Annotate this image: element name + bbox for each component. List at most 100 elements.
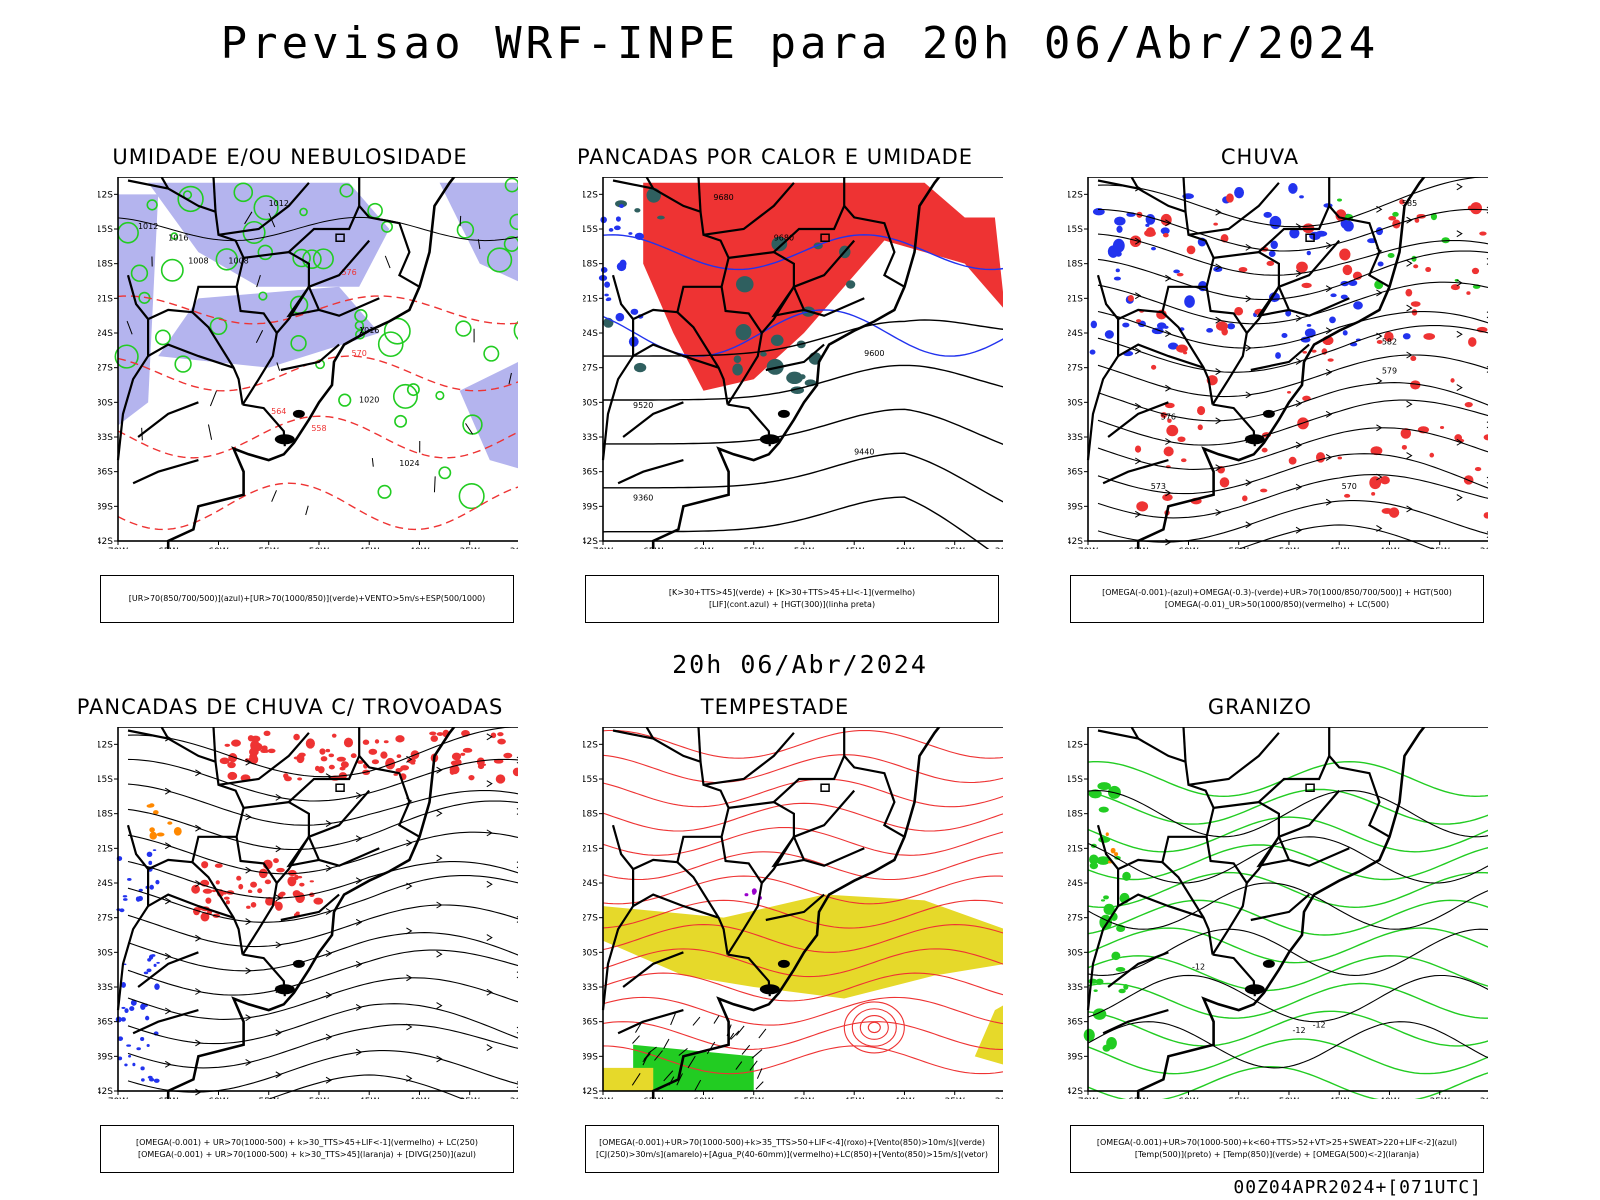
map-pancadas-calor: 9680 9680 9600 9520 9440 9360 12S 15S 18S 21S 24S 2… [583,177,1003,549]
streamline-250 [267,1074,464,1099]
humidity-low-contour [242,220,266,245]
streamline-850 [602,1021,1003,1050]
contour-label: 1016 [168,234,188,243]
rain-red-area [1342,264,1353,276]
stream-arrow [516,916,518,923]
panel-title: TEMPESTADE [700,695,850,719]
country-border [697,177,702,212]
unstable-area-teal [760,351,767,357]
rain-red-area [1410,380,1421,390]
contour-label: 582 [1382,338,1397,347]
country-border [127,179,278,334]
lat-label: 24S [1068,329,1083,339]
rain-blue-area [1275,352,1281,359]
rain-red-area [1226,193,1234,203]
streamline-250 [127,1050,518,1093]
thunder-red-area [287,876,297,887]
country-border [645,177,655,190]
unstable-area-teal [732,363,743,376]
lon-label: 50W [794,547,814,549]
thunder-red-area [264,879,272,885]
hgt500-contour [1097,324,1488,373]
rain-red-area [1337,456,1343,460]
lat-label: 42S [1068,1087,1083,1097]
country-border [843,755,906,838]
stream-arrow [195,880,202,887]
lat-label: 30S [1068,948,1083,958]
coastline [1136,177,1426,549]
humidity-low-contour [458,483,485,510]
stream-arrow [355,918,363,926]
temp850-contour [1089,854,1099,865]
wind-vector [687,1055,696,1069]
lat-label: 39S [1068,1052,1083,1062]
wind-vector [384,255,391,269]
lat-label: 30S [583,398,598,408]
lat-label: 12S [583,740,598,750]
federal-district [1305,233,1315,242]
country-border [137,401,199,438]
rain-blue-area [1227,323,1236,330]
rain-red-area [1238,266,1248,273]
stream-arrow [1165,538,1172,546]
map-frame: 12S 15S 18S 21S 24S 27S 30S 33S 36S 39S 42S70W 65W 6… [583,177,1003,549]
stream-arrow [406,974,413,982]
thunder-red-area [380,751,388,759]
temp850-contour [1122,871,1131,881]
humidity-upper-area [459,362,518,469]
wind-vector [663,1038,670,1049]
rain-red-area [1450,378,1455,383]
divergence-blue-area [140,1036,145,1041]
country-border [1256,286,1290,318]
stream-arrow [406,882,413,890]
lon-label: 50W [309,547,329,549]
legend-line: [OMEGA(-0.001)+UR>70(1000-500)+k<60+TTS>… [1096,1138,1458,1147]
thunder-red-area [325,748,331,753]
thunder-red-area [236,875,242,881]
stream-arrow [1456,183,1463,191]
streamline-850 [602,826,1003,856]
lifted-index-area [600,267,608,273]
lon-label: 40W [894,547,914,549]
lon-label: 65W [1128,1097,1148,1099]
rain-red-area [1180,458,1187,463]
thunder-red-area [228,752,238,763]
rain-red-area [1315,452,1326,463]
rain-blue-area [1300,336,1311,343]
thunder-red-area [331,733,337,738]
rain-red-area [1286,390,1292,394]
lon-label: 60W [208,547,228,549]
stream-arrow [486,1044,493,1052]
lon-label: 45W [844,547,864,549]
rain-green-area [1387,253,1395,258]
wind-vector [631,1073,641,1086]
thunder-red-area [317,766,325,774]
map-frame: 12S 15S 18S 21S 24S 27S 30S 33S 36S 39S 42S70W 65W 6… [98,177,518,549]
country-border [1107,951,1169,988]
country-border [703,182,795,236]
wind-vector [713,1015,720,1024]
lat-label: 18S [583,260,598,270]
contour-label: 573 [1151,482,1166,491]
lon-label: 30W [995,547,1003,549]
rain-red-area [1162,233,1169,238]
thunder-red-area [296,753,305,764]
lon-label: 65W [643,547,663,549]
stream-arrow [1406,505,1413,513]
humidity-low-contour [435,390,445,401]
stream-arrow [325,1033,332,1041]
lagoon [1262,409,1275,418]
unstable-area-teal [615,200,627,208]
divergence-blue-area [156,961,160,964]
rain-red-area [1414,217,1420,223]
wind-vector [305,505,309,516]
stream-arrow [486,733,493,741]
country-border [771,836,805,868]
rain-red-area [1164,402,1175,409]
lat-label: 15S [98,225,113,235]
temp850-contour [1106,1036,1117,1050]
map-geography [601,727,941,1099]
rain-red-area [1186,245,1196,255]
thunder-red-area [227,761,236,769]
humidity-low-contour [383,317,411,345]
